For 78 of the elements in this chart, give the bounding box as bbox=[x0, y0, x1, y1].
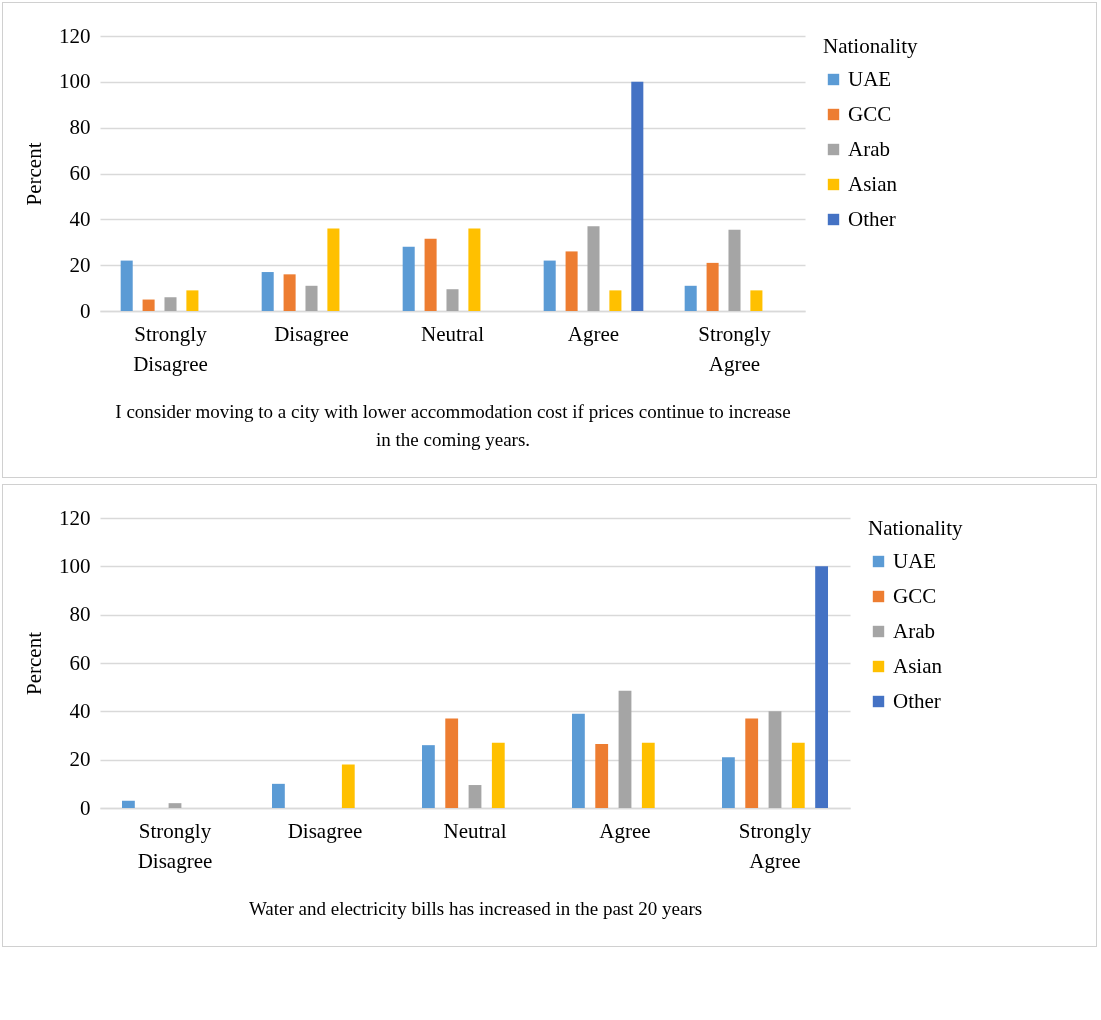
y-tick-label: 100 bbox=[59, 69, 91, 94]
bar bbox=[305, 285, 318, 311]
bar bbox=[446, 289, 459, 311]
x-axis-title: I consider moving to a city with lower accommodation cost if prices continue to increase in the coming years. bbox=[115, 400, 791, 450]
bar bbox=[815, 566, 829, 808]
y-tick-label: 20 bbox=[69, 252, 91, 277]
legend-label: Other bbox=[848, 206, 896, 231]
bar bbox=[745, 718, 759, 808]
legend-label: GCC bbox=[893, 583, 937, 608]
legend-label: Other bbox=[893, 688, 941, 713]
bar bbox=[261, 272, 274, 311]
bar bbox=[402, 246, 415, 311]
y-tick-label: 20 bbox=[69, 747, 91, 772]
bar bbox=[468, 785, 482, 808]
bar bbox=[142, 299, 155, 311]
x-tick-label: Strongly Agree bbox=[698, 321, 772, 376]
bar bbox=[595, 743, 609, 808]
bar bbox=[791, 742, 805, 808]
bar bbox=[618, 690, 632, 808]
y-tick-label: 120 bbox=[59, 505, 91, 530]
bar bbox=[186, 290, 199, 311]
bar bbox=[631, 81, 644, 311]
bar bbox=[491, 742, 505, 808]
bar bbox=[327, 228, 340, 311]
legend-label: Asian bbox=[893, 653, 943, 678]
bar bbox=[543, 260, 556, 311]
bar bbox=[706, 262, 719, 311]
bar bbox=[283, 274, 296, 311]
bar bbox=[721, 757, 735, 808]
bar bbox=[271, 783, 285, 808]
bar bbox=[168, 803, 182, 808]
y-tick-label: 60 bbox=[69, 650, 91, 675]
bar bbox=[164, 297, 177, 311]
y-tick-label: 80 bbox=[69, 115, 91, 140]
x-tick-label: Disagree bbox=[287, 818, 363, 843]
x-tick-label: Neutral bbox=[443, 818, 507, 843]
legend-label: UAE bbox=[893, 548, 937, 573]
x-axis-title: Water and electricity bills has increased in the past 20 years bbox=[248, 897, 703, 919]
bar bbox=[587, 226, 600, 311]
bar bbox=[341, 764, 355, 808]
bar bbox=[750, 290, 763, 311]
bar bbox=[120, 260, 133, 311]
x-tick-label: Agree bbox=[567, 321, 620, 346]
legend-label: GCC bbox=[848, 101, 892, 126]
y-tick-label: 40 bbox=[69, 206, 91, 231]
bar bbox=[609, 290, 622, 311]
x-tick-label: Strongly Disagree bbox=[133, 321, 208, 376]
bar bbox=[768, 711, 782, 808]
x-tick-label: Disagree bbox=[274, 321, 349, 346]
legend-label: Arab bbox=[893, 618, 935, 643]
y-tick-label: 60 bbox=[69, 161, 91, 185]
bar bbox=[641, 742, 655, 808]
legend-label: Asian bbox=[848, 171, 898, 196]
x-tick-label: Neutral bbox=[421, 321, 485, 346]
y-tick-label: 100 bbox=[59, 553, 91, 578]
x-tick-label: Agree bbox=[599, 818, 651, 843]
bar bbox=[728, 229, 741, 311]
bar bbox=[445, 718, 459, 808]
bar bbox=[565, 251, 578, 311]
x-tick-label: Strongly Disagree bbox=[137, 818, 213, 873]
bar bbox=[684, 285, 697, 311]
y-tick-label: 0 bbox=[80, 298, 91, 323]
legend-title: Nationality bbox=[868, 516, 963, 540]
legend-title: Nationality bbox=[823, 34, 918, 58]
y-tick-label: 120 bbox=[59, 23, 91, 48]
legend-label: Arab bbox=[848, 136, 890, 161]
bar bbox=[121, 800, 135, 808]
y-tick-label: 80 bbox=[69, 602, 91, 627]
bar bbox=[424, 238, 437, 311]
y-tick-label: 0 bbox=[80, 795, 91, 820]
bar bbox=[571, 713, 585, 808]
y-tick-label: 40 bbox=[69, 698, 91, 723]
legend-label: UAE bbox=[848, 66, 892, 91]
y-axis-title: Percent bbox=[22, 142, 46, 206]
bar bbox=[468, 228, 481, 311]
x-tick-label: Strongly Agree bbox=[738, 818, 812, 873]
bar bbox=[421, 745, 435, 808]
y-axis-title: Percent bbox=[22, 631, 46, 695]
